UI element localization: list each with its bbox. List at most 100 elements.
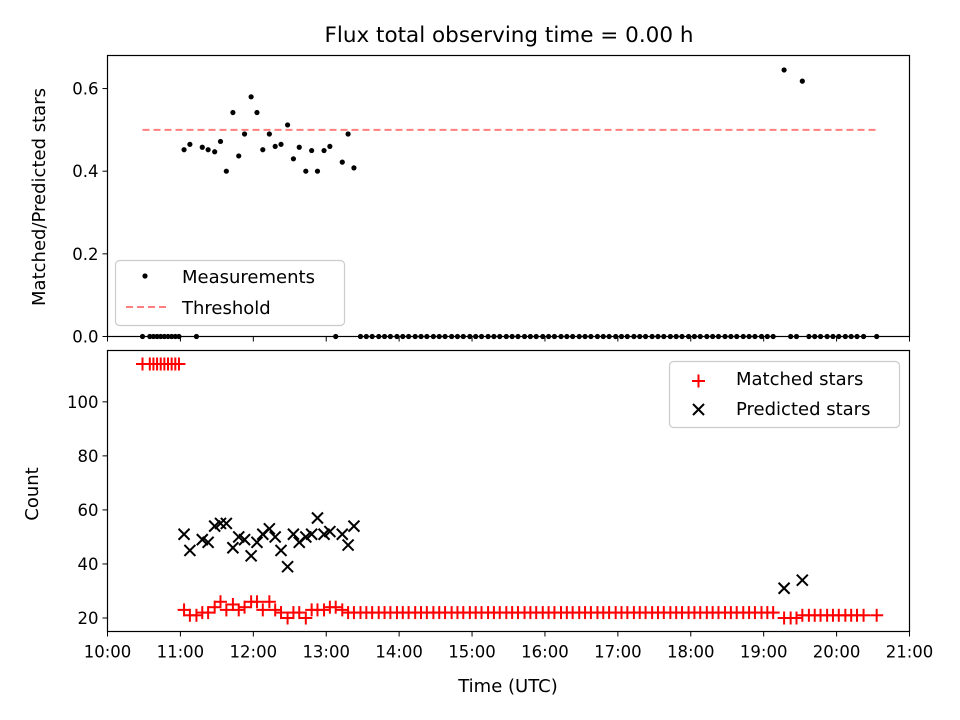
predicted-star-point	[263, 522, 276, 536]
matched-star-point	[857, 608, 871, 622]
predicted-star-x-b	[232, 530, 245, 544]
predicted-star-point	[796, 573, 809, 587]
top-y-ticks: 0.0 0.2 0.4 0.6	[72, 80, 108, 347]
predicted-star-x-b	[274, 544, 288, 557]
bottom-x-tick-label: 19:00	[740, 643, 788, 662]
top-axes: 0.0 0.2 0.4 0.6 Matched/Predicted stars Mea…	[29, 54, 911, 347]
matched-star-point	[208, 600, 222, 614]
bottom-x-tick-label: 16:00	[521, 643, 569, 662]
predicted-star-x-b	[214, 517, 227, 530]
predicted-star-point	[287, 528, 300, 541]
predicted-star-point	[220, 517, 233, 530]
matched-star-point	[189, 608, 203, 622]
bottom-marks	[135, 357, 884, 625]
measurement-point	[205, 147, 211, 153]
bottom-x-axis-label: Time (UTC)	[457, 676, 558, 697]
predicted-star-point	[777, 582, 791, 595]
measurement-point	[266, 131, 272, 137]
measurement-point	[799, 78, 805, 84]
predicted-star-x-b	[183, 544, 197, 557]
matched-star-point	[317, 603, 331, 617]
measurement-point	[290, 156, 297, 162]
legend-measurements-label: Measurements	[182, 267, 315, 288]
measurement-point	[254, 109, 260, 116]
bottom-x-tick-label: 12:00	[230, 643, 278, 662]
matched-star-point	[281, 611, 295, 625]
matched-star-point	[299, 611, 313, 625]
measurement-point	[181, 147, 187, 153]
top-y-tick-label: 0.2	[72, 245, 98, 264]
measurement-point	[212, 149, 218, 155]
measurement-point	[345, 131, 351, 137]
bottom-y-tick-label: 80	[78, 447, 99, 466]
matched-star-point	[214, 595, 228, 609]
top-legend: Measurements Threshold	[114, 259, 346, 327]
measurement-point	[230, 109, 236, 116]
legend-measurements-marker	[142, 273, 148, 279]
predicted-star-x-b	[250, 536, 264, 549]
bottom-y-ticks: 20 40 60 80 100	[67, 393, 108, 628]
predicted-star-point	[177, 528, 191, 541]
matched-star-point	[226, 597, 240, 611]
predicted-star-x-b	[238, 533, 251, 546]
predicted-star-x-b	[177, 528, 191, 541]
top-y-tick-label: 0.0	[72, 328, 98, 347]
top-legend-box	[114, 259, 346, 327]
bottom-y-tick-label: 40	[78, 555, 99, 574]
predicted-star-x-b	[336, 528, 349, 541]
bottom-x-tick-label: 20:00	[813, 643, 861, 662]
bottom-x-ticks: 10:00 11:00 12:00 13:00 14:00 15:00 16:00 17:00…	[84, 631, 933, 662]
matched-star-point	[172, 357, 186, 371]
matched-star-point	[250, 595, 264, 609]
measurement-point	[217, 138, 224, 145]
measurement-point	[339, 159, 345, 165]
matched-star-point	[177, 603, 191, 617]
legend-predicted-marker	[692, 403, 705, 416]
predicted-star-x-b	[281, 560, 294, 573]
predicted-star-point	[323, 525, 337, 538]
measurement-point	[223, 168, 229, 174]
measurement-point	[327, 143, 333, 150]
predicted-star-x-b	[341, 538, 355, 552]
bottom-x-tick-label: 18:00	[667, 643, 715, 662]
predicted-star-point	[238, 533, 251, 546]
predicted-star-x-b	[244, 549, 258, 563]
bottom-x-tick-label: 15:00	[448, 643, 496, 662]
matched-star-point	[201, 606, 215, 620]
bottom-x-tick-label: 17:00	[594, 643, 642, 662]
matched-star-point	[766, 606, 780, 620]
matched-star-point	[262, 595, 276, 609]
predicted-star-point	[214, 517, 227, 530]
legend-threshold-label: Threshold	[181, 298, 271, 319]
bottom-y-axis-label: Count	[22, 467, 43, 520]
bottom-y-tick-label: 20	[78, 609, 99, 628]
matched-star-point	[268, 603, 282, 617]
matched-star-point	[335, 603, 349, 617]
matched-star-point	[219, 603, 233, 617]
bottom-axes-frame	[106, 349, 911, 633]
measurement-point	[278, 141, 284, 147]
predicted-star-x-b	[196, 533, 209, 546]
predicted-star-x-b	[796, 573, 809, 587]
top-y-tick-label: 0.6	[72, 80, 98, 99]
matched-star-point	[232, 603, 246, 617]
matched-star-point	[870, 608, 884, 622]
bottom-axes: 20 40 60 80 100 10:00 11:00 12:00 13:00 14:00 15:…	[22, 349, 933, 697]
predicted-star-point	[311, 511, 324, 525]
predicted-star-x-b	[323, 525, 337, 538]
matched-star-point	[789, 611, 803, 625]
matched-star-point	[329, 600, 343, 614]
measurement-point	[321, 147, 327, 154]
measurement-point	[309, 147, 315, 154]
predicted-star-x-b	[311, 511, 324, 525]
matched-star-point	[256, 603, 270, 617]
measurement-point	[187, 141, 193, 147]
measurement-point	[248, 94, 254, 100]
predicted-star-x-b	[287, 528, 300, 541]
top-x-ticks	[107, 336, 910, 342]
bottom-y-tick-label: 60	[78, 501, 99, 520]
matched-star-point	[238, 600, 252, 614]
predicted-star-point	[250, 536, 264, 549]
predicted-star-point	[226, 541, 240, 554]
